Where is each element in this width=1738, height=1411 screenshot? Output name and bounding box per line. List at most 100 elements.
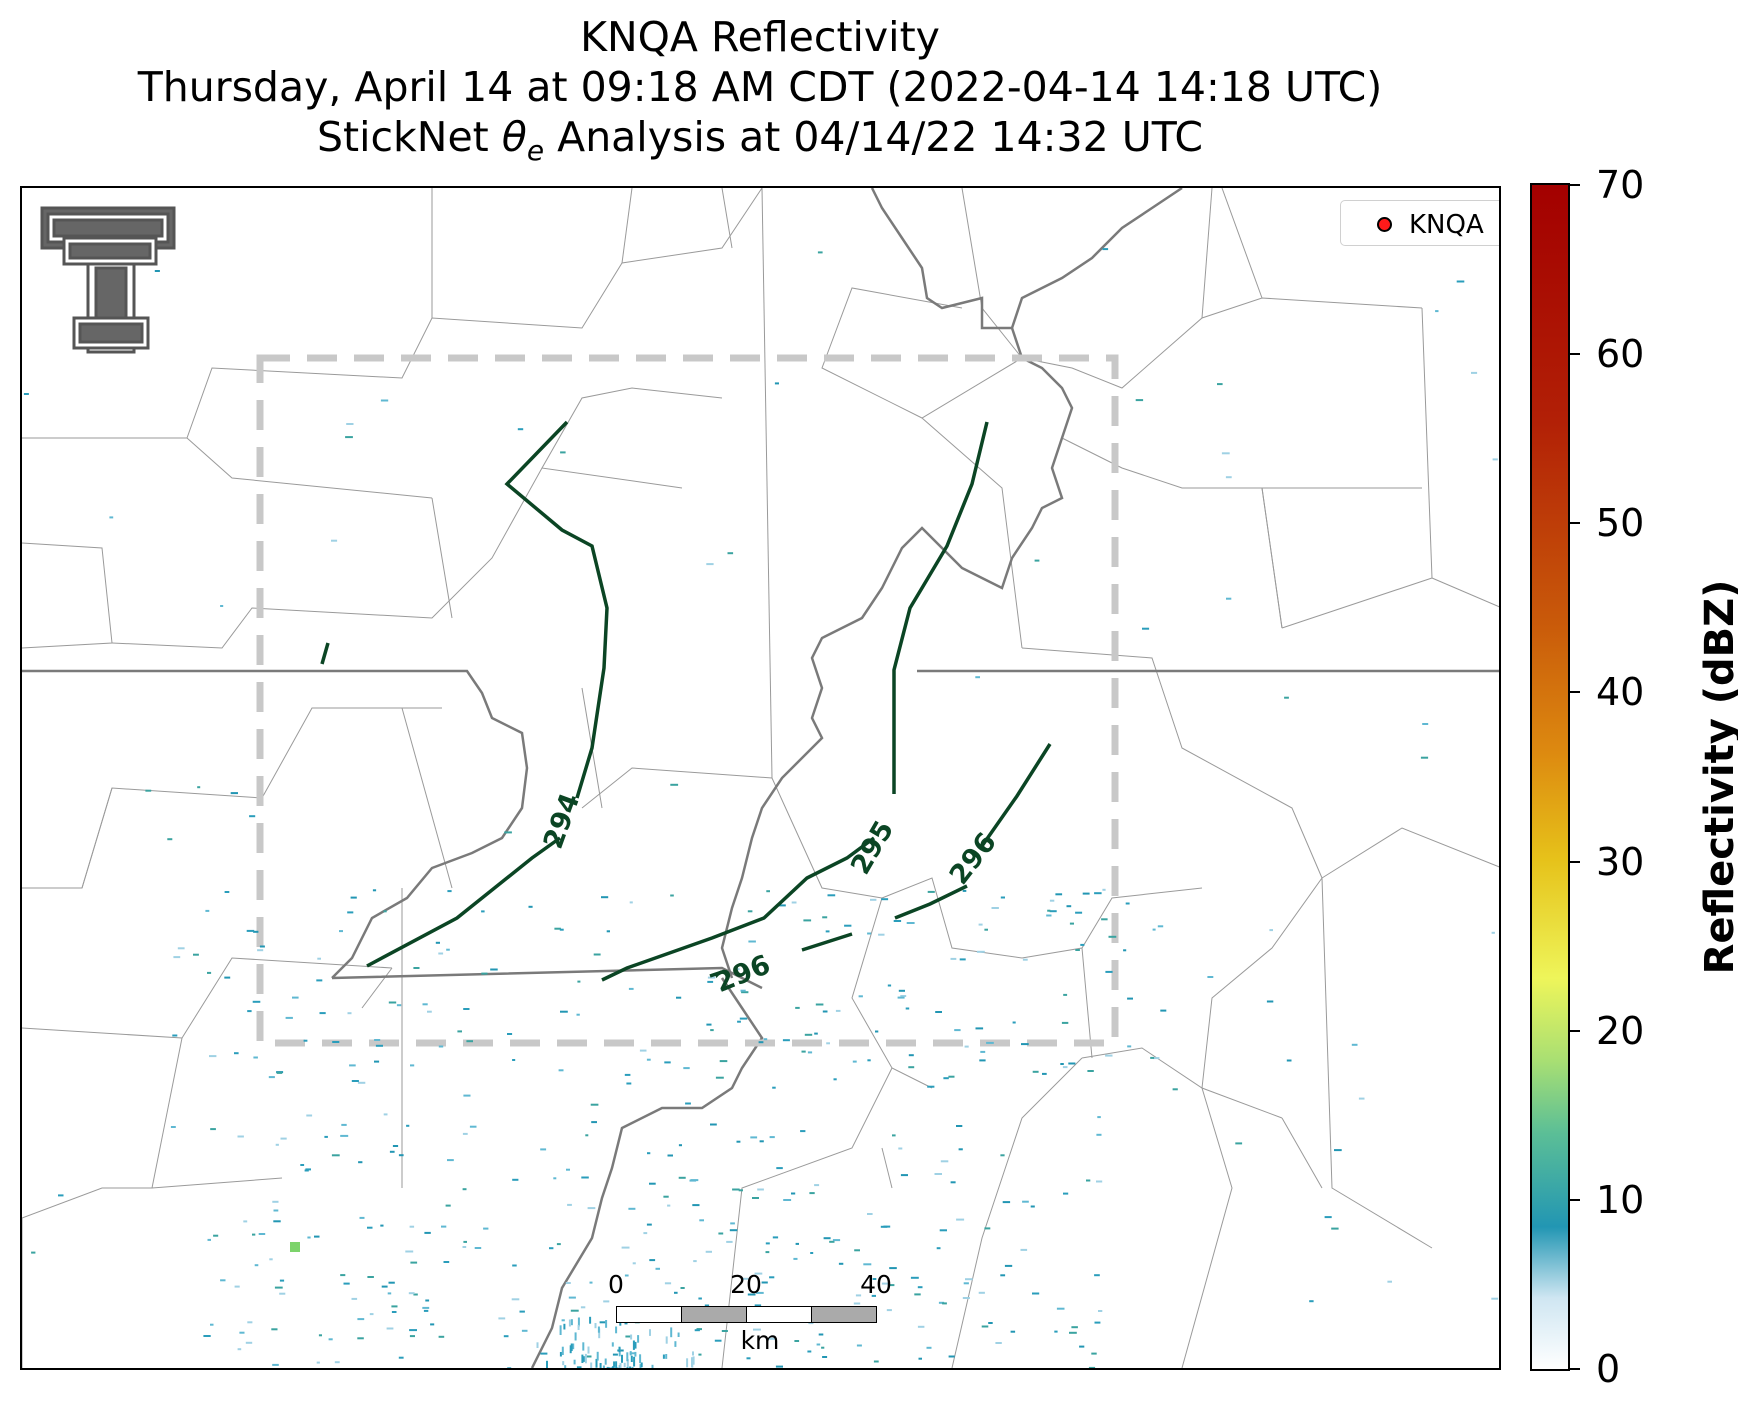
echo-pixel: [793, 1257, 798, 1260]
echo-pixel: [686, 1358, 689, 1368]
echo-pixel: [858, 995, 863, 998]
echo-pixel: [346, 423, 354, 425]
echo-pixel: [616, 1367, 619, 1368]
echo-pixel: [628, 1207, 636, 1210]
echo-pixel: [632, 1340, 635, 1350]
echo-pixel: [462, 1188, 467, 1191]
echo-pixel: [822, 1010, 828, 1013]
echo-pixel: [1152, 928, 1156, 931]
echo-pixel: [707, 976, 716, 979]
echo-pixel: [1097, 1116, 1101, 1119]
echo-pixel: [595, 1358, 598, 1368]
echo-pixel: [347, 911, 354, 914]
echo-pixel: [1358, 1097, 1365, 1100]
scale-segment: [746, 1306, 812, 1323]
echo-pixel: [331, 539, 338, 542]
echo-pixel: [893, 920, 902, 922]
echo-pixel: [897, 996, 905, 999]
echo-pixel: [247, 1321, 253, 1324]
echo-pixel: [1225, 476, 1232, 479]
echo-pixel: [791, 901, 797, 904]
echo-pixel: [582, 1356, 585, 1362]
echo-pixel: [209, 1055, 217, 1058]
echo-pixel: [462, 1132, 468, 1135]
echo-pixel: [606, 1367, 609, 1368]
echo-pixel: [423, 1309, 429, 1312]
echo-pixel: [1062, 1066, 1068, 1069]
echo-pixel: [964, 1045, 969, 1048]
echo-pixel: [613, 1366, 616, 1368]
echo-pixel: [782, 1039, 790, 1042]
echo-pixel: [594, 1323, 597, 1329]
echo-pixel: [576, 1013, 580, 1016]
echo-pixel: [948, 1355, 955, 1358]
echo-pixel: [253, 930, 259, 933]
echo-pixel: [490, 968, 498, 971]
echo-pixel: [31, 1251, 36, 1254]
echo-pixel: [1420, 756, 1429, 759]
echo-pixel: [886, 1309, 892, 1312]
echo-pixel: [776, 1167, 783, 1170]
echo-pixel: [1135, 399, 1144, 402]
echo-pixel: [380, 1224, 384, 1227]
echo-pixel: [667, 1154, 673, 1157]
echo-pixel: [835, 1009, 841, 1012]
echo-pixel: [810, 1252, 814, 1254]
echo-pixel: [1324, 1216, 1332, 1219]
echo-pixel: [1000, 896, 1005, 899]
echo-pixel: [721, 1330, 728, 1332]
echo-pixel: [351, 1297, 358, 1300]
echo-pixel: [699, 1219, 704, 1222]
echo-pixel: [852, 1060, 857, 1063]
echo-pixel: [1069, 922, 1074, 925]
echo-pixel: [574, 1332, 577, 1341]
echo-pixel: [564, 1365, 567, 1368]
echo-pixel: [606, 930, 610, 933]
echo-pixel: [801, 1050, 806, 1053]
echo-pixel: [630, 1334, 633, 1340]
echo-pixel: [435, 941, 440, 944]
echo-pixel: [230, 792, 238, 795]
echo-pixel: [1096, 1133, 1102, 1136]
echo-pixel: [560, 1010, 568, 1013]
echo-pixel: [410, 1064, 415, 1067]
echo-pixel: [512, 1059, 516, 1061]
echo-pixel: [145, 789, 152, 792]
echo-pixel: [634, 1351, 637, 1357]
echo-pixel: [651, 1364, 654, 1368]
echo-pixel: [623, 1362, 626, 1368]
echo-pixel: [720, 988, 726, 991]
echo-pixel: [1060, 1063, 1064, 1065]
echo-pixel: [827, 894, 836, 897]
colorbar-tick: [1570, 860, 1580, 863]
colorbar-tick-label: 10: [1596, 1177, 1645, 1222]
echo-pixel: [483, 1227, 489, 1230]
echo-pixel: [757, 1188, 764, 1191]
echo-pixel: [224, 891, 230, 893]
echo-pixel: [339, 930, 343, 933]
echo-pixel: [814, 1184, 820, 1187]
echo-pixel: [736, 968, 740, 971]
texas-tech-double-t-logo: [40, 206, 176, 354]
echo-pixel: [398, 1154, 404, 1157]
echo-pixel: [670, 894, 674, 897]
echo-pixel: [1002, 1201, 1011, 1204]
echo-pixel: [413, 967, 420, 969]
echo-pixel: [626, 1352, 629, 1362]
echo-pixel: [979, 1059, 986, 1062]
echo-pixel: [629, 1366, 632, 1368]
echo-pixel: [914, 1293, 921, 1296]
echo-pixel: [867, 1213, 873, 1215]
echo-pixel: [1086, 1179, 1091, 1182]
echo-pixel: [1150, 1056, 1155, 1059]
radar-map[interactable]: 294 295 296 296 KNQA 0 20 40 km: [20, 186, 1501, 1370]
echo-pixel: [814, 1032, 818, 1035]
echo-pixel: [589, 1281, 593, 1284]
echo-pixel: [608, 1367, 611, 1368]
echo-pixel: [585, 1355, 592, 1358]
echo-pixel: [1069, 1331, 1077, 1334]
colorbar-label: Reflectivity (dBZ): [1697, 579, 1738, 975]
echo-pixel: [754, 1304, 762, 1307]
echo-pixel: [988, 1322, 993, 1324]
echo-pixel: [736, 1140, 741, 1143]
